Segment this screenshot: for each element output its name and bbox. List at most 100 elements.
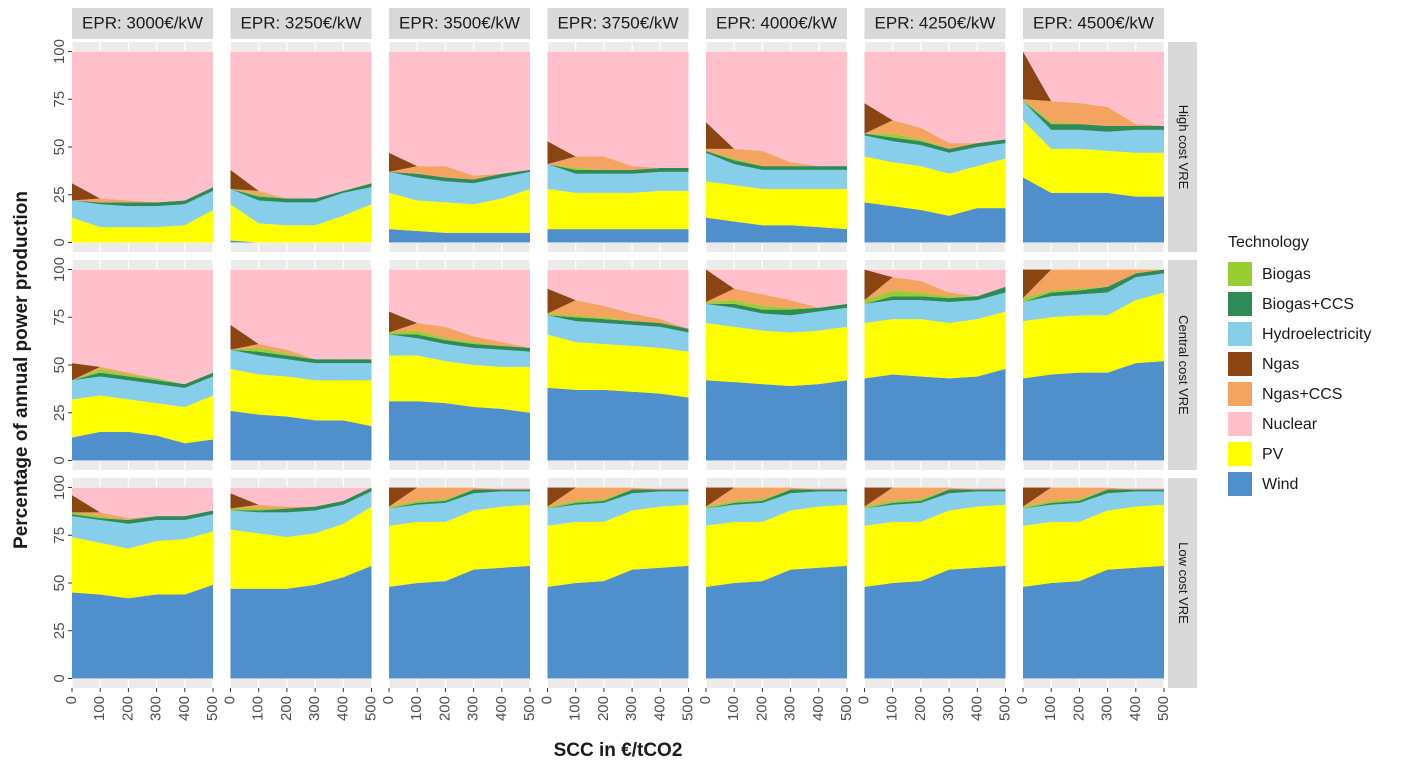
- panel: [229, 260, 373, 470]
- area: [1023, 489, 1164, 509]
- area: [1023, 487, 1164, 507]
- legend-label: Hydroelectricity: [1262, 326, 1371, 343]
- legend-title: Technology: [1228, 234, 1309, 251]
- area: [1023, 273, 1164, 322]
- area: [864, 311, 1006, 379]
- area: [706, 51, 847, 167]
- x-tick-label: 0: [855, 696, 872, 704]
- legend-label: Ngas+CCS: [1262, 386, 1342, 403]
- area: [706, 148, 847, 167]
- area: [706, 288, 847, 308]
- area: [72, 510, 213, 524]
- column-label: EPR: 3750€/kW: [558, 13, 679, 32]
- area: [547, 164, 689, 170]
- x-tick-label: 500: [521, 696, 538, 721]
- strip: [1168, 42, 1197, 252]
- x-tick-label: 100: [408, 696, 425, 721]
- x-tick-label: 300: [623, 696, 640, 721]
- area: [1023, 99, 1164, 126]
- x-tick-label: 500: [679, 696, 696, 721]
- strip: [547, 8, 689, 39]
- area: [1023, 101, 1164, 153]
- x-tick-label: 300: [940, 696, 957, 721]
- area: [547, 269, 689, 329]
- x-tick-label: 0: [63, 696, 80, 704]
- area: [389, 330, 530, 348]
- x-tick-label: 400: [968, 696, 985, 721]
- area: [706, 303, 847, 333]
- area: [1023, 292, 1164, 379]
- row-label: Central cost VRE: [1176, 315, 1191, 415]
- area: [230, 349, 372, 381]
- x-tick-label: 200: [436, 696, 453, 721]
- panel: [1022, 42, 1165, 252]
- area: [230, 183, 372, 199]
- area: [864, 489, 1006, 509]
- legend-key: [1228, 412, 1252, 436]
- legend-key: [1228, 442, 1252, 466]
- x-tick-label: 300: [306, 696, 323, 721]
- x-tick-label: 400: [651, 696, 668, 721]
- area: [72, 376, 213, 407]
- area: [864, 277, 1006, 301]
- area: [389, 491, 530, 526]
- legend-label: PV: [1262, 446, 1284, 463]
- area: [72, 363, 213, 385]
- area: [389, 323, 530, 348]
- y-tick-label: 100: [51, 257, 68, 282]
- area: [706, 323, 847, 386]
- area: [547, 313, 689, 329]
- area: [1023, 269, 1164, 302]
- panel: [546, 260, 690, 470]
- area: [706, 303, 847, 316]
- row-label: Low cost VRE: [1176, 542, 1191, 624]
- area: [864, 286, 1006, 304]
- x-tick-label: 0: [380, 696, 397, 704]
- x-tick-label: 500: [1155, 696, 1172, 721]
- x-tick-label: 300: [782, 696, 799, 721]
- area: [389, 489, 530, 509]
- x-tick-label: 500: [362, 696, 379, 721]
- area: [72, 510, 213, 520]
- area: [706, 269, 847, 308]
- y-tick-label: 75: [51, 91, 68, 108]
- panel: [71, 42, 214, 252]
- area: [72, 187, 213, 203]
- area: [389, 189, 530, 233]
- area: [864, 504, 1006, 587]
- strip: [230, 8, 372, 39]
- panel: [1022, 260, 1165, 470]
- x-tick-label: 200: [912, 696, 929, 721]
- area: [1023, 504, 1164, 587]
- area: [864, 487, 1006, 507]
- area: [1023, 491, 1164, 526]
- area: [389, 229, 530, 243]
- column-label: EPR: 4500€/kW: [1033, 13, 1154, 32]
- area: [389, 401, 530, 461]
- area: [389, 51, 530, 176]
- area: [1023, 487, 1164, 490]
- area: [389, 355, 530, 413]
- area: [72, 514, 213, 549]
- y-tick-label: 75: [51, 527, 68, 544]
- area: [230, 240, 372, 243]
- area: [1023, 487, 1164, 507]
- area: [547, 489, 689, 509]
- y-axis-title: Percentage of annual power production: [11, 191, 32, 549]
- area: [72, 190, 213, 228]
- area: [706, 487, 847, 507]
- area: [389, 565, 530, 679]
- y-tick-label: 0: [51, 238, 68, 246]
- strip: [706, 8, 847, 39]
- panel: [388, 260, 531, 470]
- area: [706, 300, 847, 310]
- area: [72, 431, 213, 461]
- legend-key: [1228, 322, 1252, 346]
- area: [1023, 101, 1164, 132]
- area: [1023, 361, 1164, 461]
- legend-key: [1228, 382, 1252, 406]
- area: [1023, 269, 1164, 299]
- y-tick-label: 25: [51, 186, 68, 203]
- area: [230, 487, 372, 507]
- x-tick-label: 200: [119, 696, 136, 721]
